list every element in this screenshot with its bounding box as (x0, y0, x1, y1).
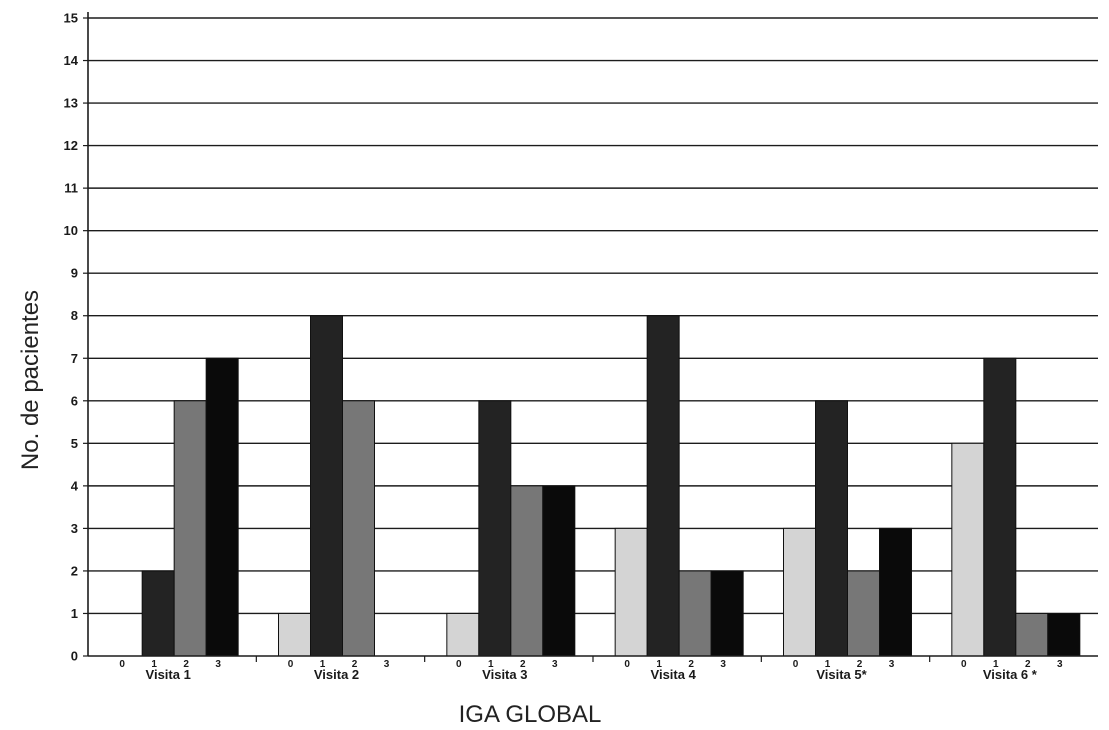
category-label-5: Visita 5* (816, 667, 867, 682)
y-tick-label-14: 14 (64, 53, 79, 68)
y-tick-label-3: 3 (71, 521, 78, 536)
bar-6-3 (1047, 612, 1081, 657)
sub-label-3-0: 0 (456, 659, 462, 670)
y-tick-label-2: 2 (71, 563, 78, 578)
sub-label-4-3: 3 (720, 659, 726, 670)
category-label-1: Visita 1 (146, 667, 191, 682)
bar-4-3 (710, 570, 744, 657)
sub-label-4-2: 2 (688, 659, 694, 670)
sub-label-3-1: 1 (488, 659, 494, 670)
sub-label-3-3: 3 (552, 659, 558, 670)
y-tick-label-5: 5 (71, 436, 78, 451)
y-tick-label-7: 7 (71, 351, 78, 366)
category-label-3: Visita 3 (482, 667, 527, 682)
sub-label-1-1: 1 (151, 659, 157, 670)
sub-label-1-2: 2 (183, 659, 189, 670)
sub-label-6-1: 1 (993, 659, 999, 670)
bar-5-0 (783, 527, 816, 657)
bar-3-3 (542, 485, 576, 657)
y-tick-label-0: 0 (71, 649, 78, 664)
sub-label-2-1: 1 (320, 659, 326, 670)
y-tick-label-6: 6 (71, 393, 78, 408)
category-label-4: Visita 4 (651, 667, 697, 682)
bar-4-2 (678, 570, 712, 657)
sub-label-1-3: 3 (215, 659, 221, 670)
sub-label-4-1: 1 (656, 659, 662, 670)
bar-5-2 (847, 570, 880, 657)
x-axis-title: IGA GLOBAL (459, 701, 602, 728)
sub-label-5-0: 0 (793, 659, 799, 670)
bar-5-3 (879, 527, 912, 657)
y-tick-label-9: 9 (71, 266, 78, 281)
bar-4-1 (646, 315, 680, 657)
bar-5-1 (815, 400, 848, 657)
sub-label-1-0: 0 (119, 659, 125, 670)
bar-1-1 (141, 570, 175, 657)
bar-1-3 (205, 357, 239, 657)
sub-label-3-2: 2 (520, 659, 526, 670)
y-tick-label-1: 1 (71, 606, 78, 621)
bar-2-0 (278, 612, 311, 657)
y-tick-label-12: 12 (64, 138, 78, 153)
sub-label-2-2: 2 (352, 659, 358, 670)
sub-label-6-2: 2 (1025, 659, 1031, 670)
y-tick-label-8: 8 (71, 308, 78, 323)
bar-6-1 (983, 357, 1017, 657)
bar-2-2 (342, 400, 375, 657)
category-label-2: Visita 2 (314, 667, 359, 682)
y-tick-label-10: 10 (64, 223, 78, 238)
sub-label-6-0: 0 (961, 659, 967, 670)
sub-label-5-3: 3 (889, 659, 895, 670)
bars (141, 315, 1081, 657)
bar-1-2 (173, 400, 207, 657)
bar-3-2 (510, 485, 544, 657)
y-axis-title: No. de pacientes (17, 290, 44, 470)
bar-6-0 (951, 442, 985, 657)
sub-label-2-0: 0 (288, 659, 294, 670)
y-tick-label-4: 4 (71, 478, 79, 493)
bar-3-1 (478, 400, 512, 657)
y-tick-label-15: 15 (64, 11, 78, 26)
category-label-6: Visita 6 * (983, 667, 1038, 682)
sub-label-5-1: 1 (825, 659, 831, 670)
y-tick-label-11: 11 (64, 181, 78, 196)
sub-label-2-3: 3 (384, 659, 390, 670)
bar-4-0 (614, 527, 648, 657)
gridlines (88, 17, 1098, 615)
bar-6-2 (1015, 612, 1049, 657)
y-tick-label-13: 13 (64, 96, 78, 111)
sub-label-4-0: 0 (624, 659, 630, 670)
bar-2-1 (310, 315, 343, 657)
axes (83, 12, 1098, 662)
bar-3-0 (446, 612, 480, 657)
sub-label-6-3: 3 (1057, 659, 1063, 670)
sub-label-5-2: 2 (857, 659, 863, 670)
